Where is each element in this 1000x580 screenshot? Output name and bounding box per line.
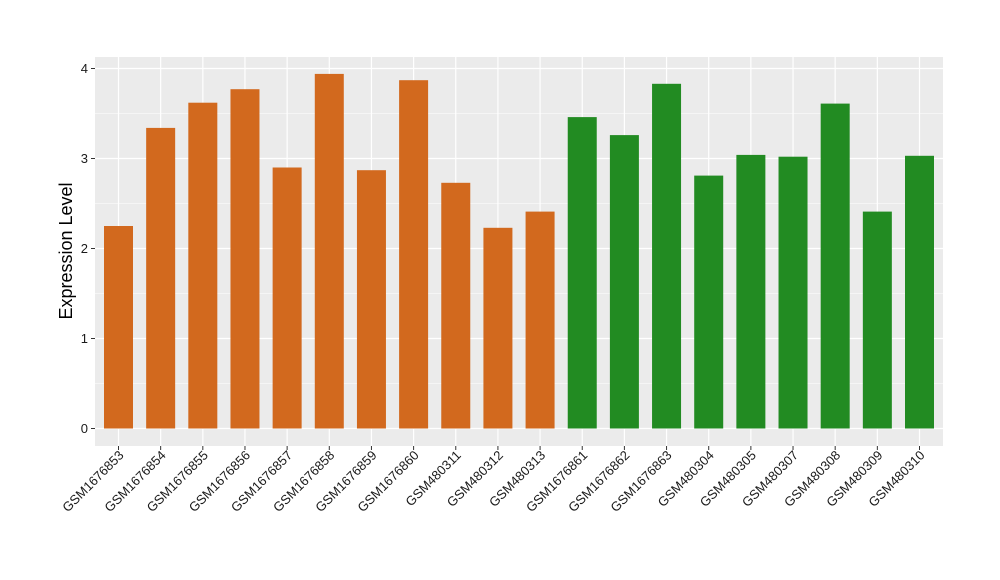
y-tick-label: 1 [81, 331, 88, 346]
bar-GSM480310 [905, 155, 934, 429]
y-tick-label: 3 [81, 151, 88, 166]
y-axis-title: Expression Level [56, 182, 76, 319]
x-axis-ticks: GSM1676853GSM1676854GSM1676855GSM1676856… [59, 446, 928, 515]
bar-GSM480305 [736, 154, 766, 429]
plot-panel [95, 57, 943, 446]
bar-GSM1676858 [314, 73, 344, 429]
bar-GSM480312 [483, 227, 513, 429]
bar-GSM1676854 [146, 127, 176, 429]
bar-GSM1676861 [567, 117, 597, 429]
bar-GSM480307 [778, 156, 808, 429]
bar-GSM1676859 [356, 170, 386, 429]
bar-GSM480313 [525, 211, 555, 429]
bar-GSM480308 [820, 103, 850, 429]
y-axis-ticks: 0 1 2 3 4 [81, 61, 95, 436]
y-tick-label: 0 [81, 421, 88, 436]
bar-GSM1676856 [230, 89, 260, 429]
bar-GSM1676853 [104, 226, 133, 429]
bar-GSM1676863 [652, 83, 682, 429]
bar-GSM1676862 [609, 135, 639, 429]
y-tick-label: 2 [81, 241, 88, 256]
y-tick-label: 4 [81, 61, 88, 76]
bar-GSM1676860 [399, 80, 429, 429]
bar-GSM1676857 [272, 167, 302, 429]
bars [104, 73, 934, 429]
bar-GSM1676855 [188, 102, 218, 429]
bar-GSM480304 [694, 175, 724, 429]
bar-GSM480311 [441, 182, 471, 429]
bar-GSM480309 [862, 211, 892, 429]
